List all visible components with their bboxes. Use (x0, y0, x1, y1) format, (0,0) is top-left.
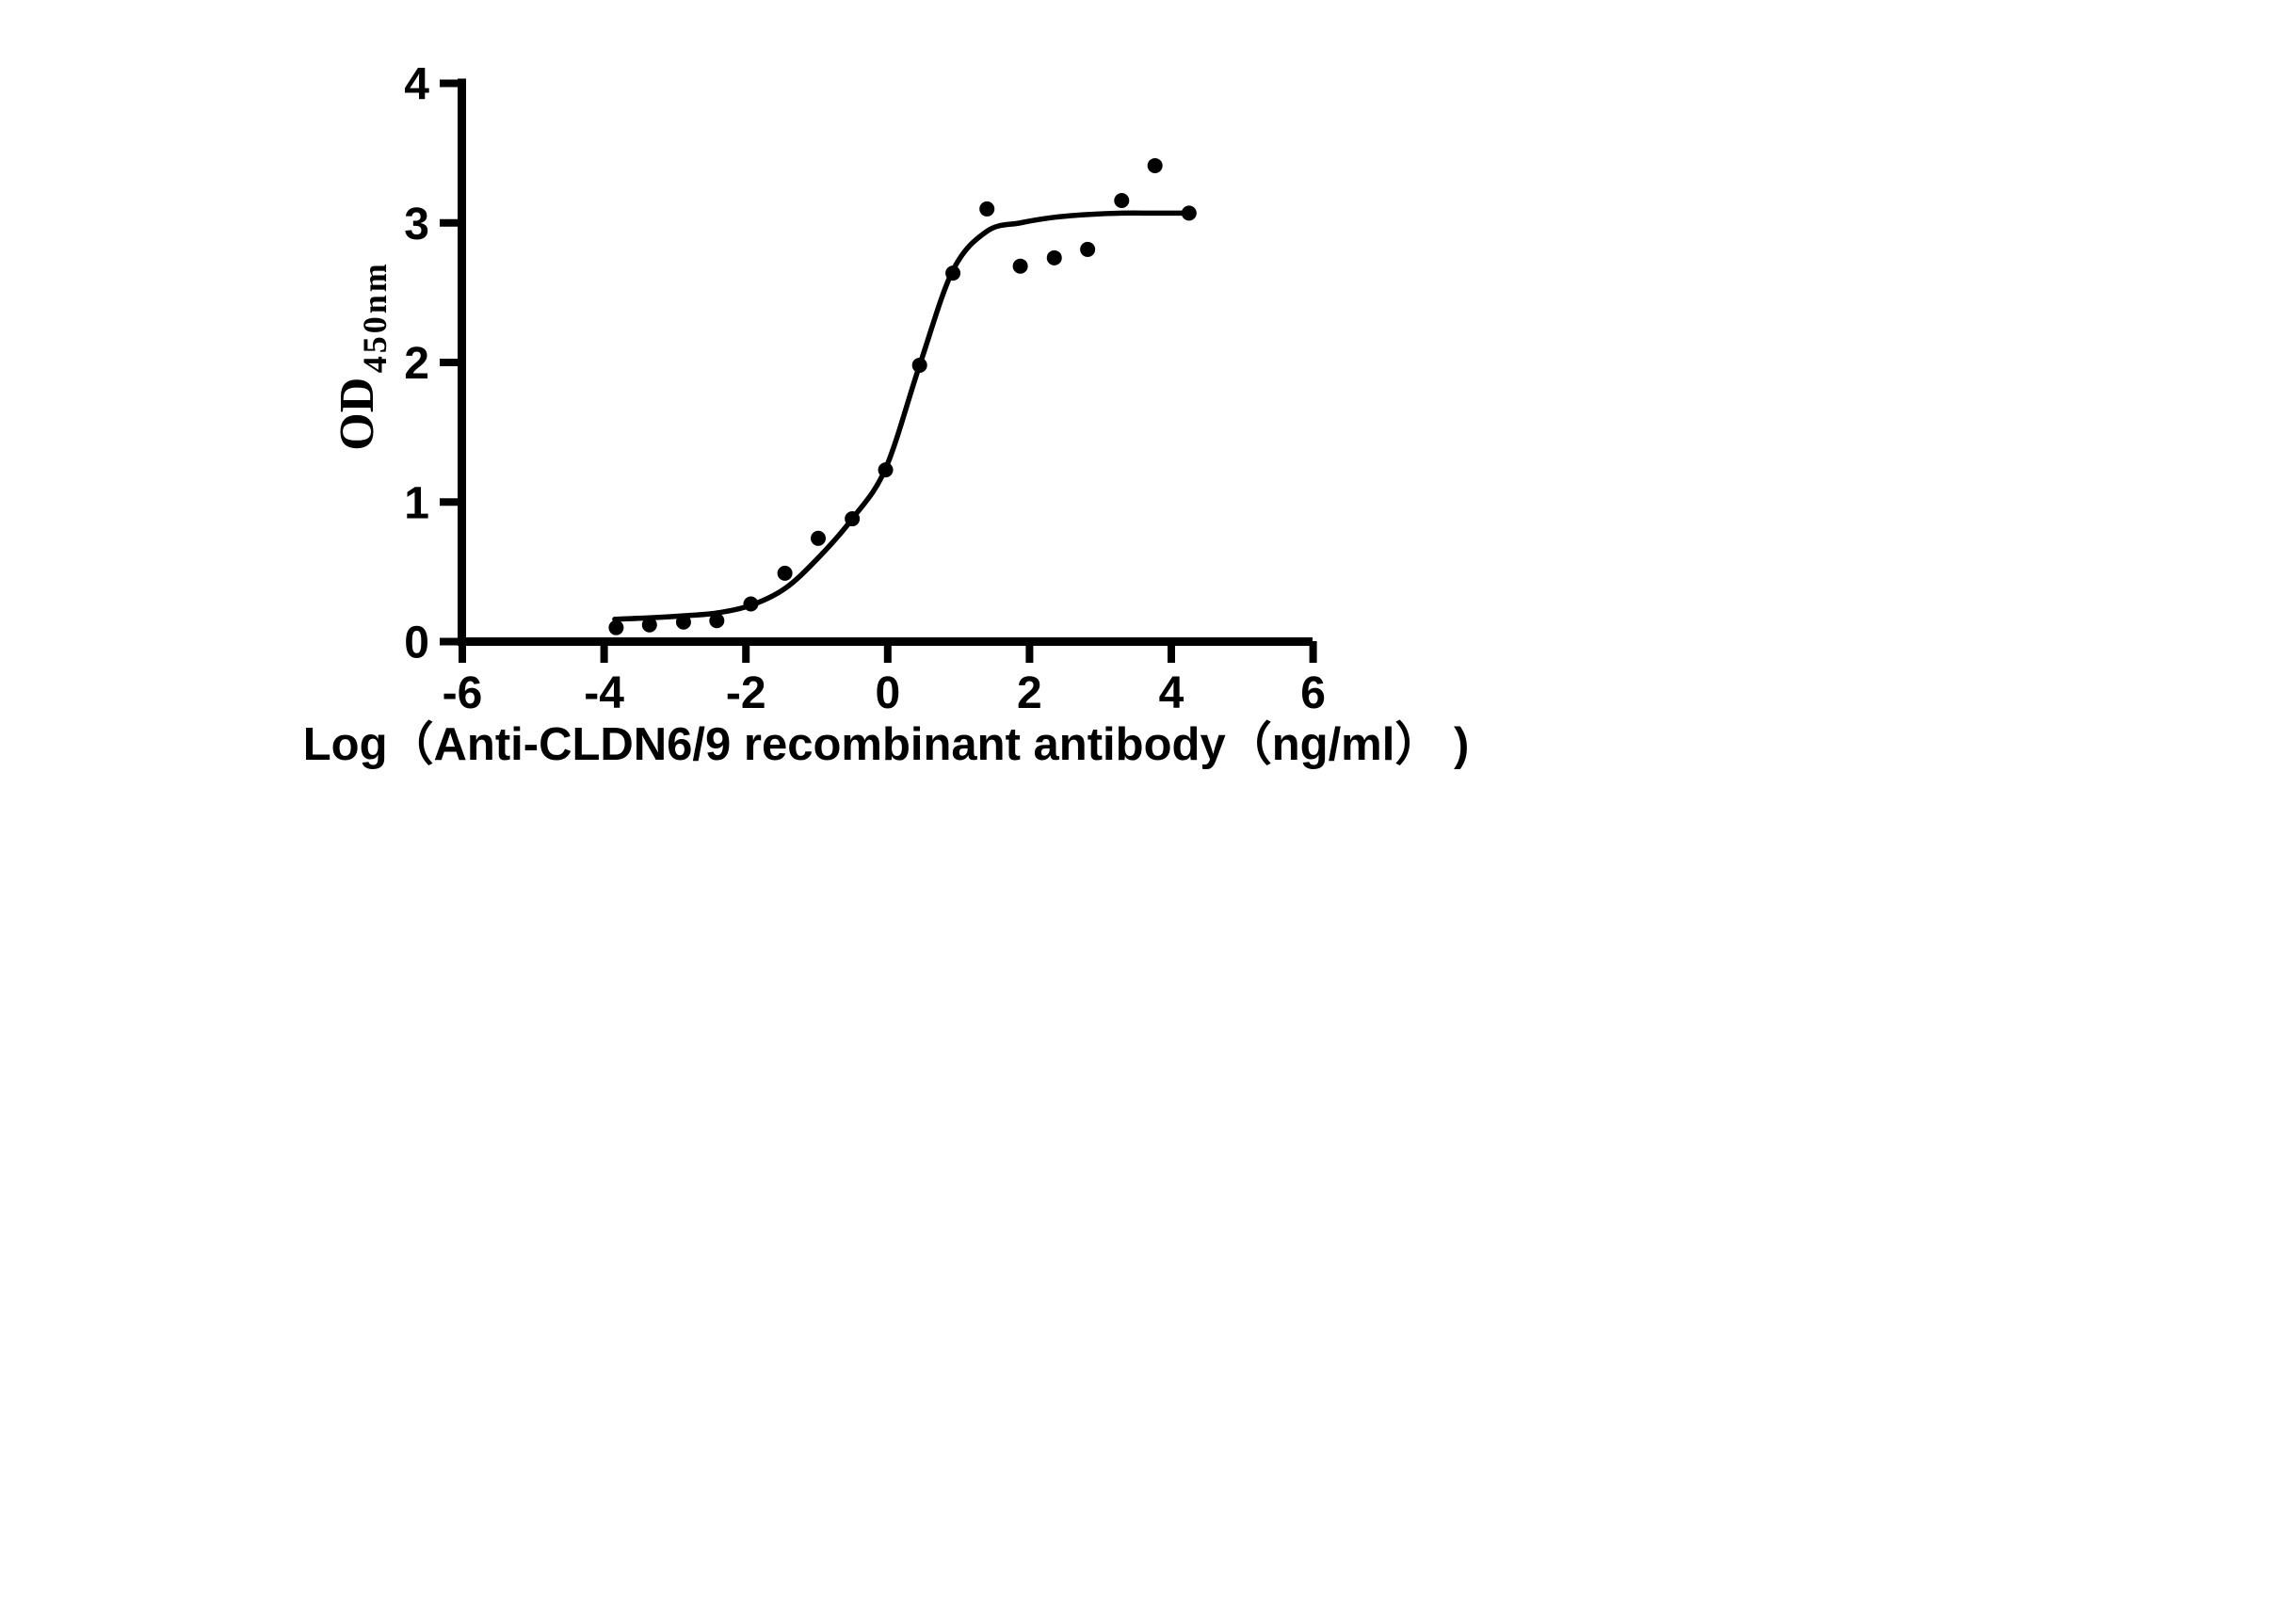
y-tick-label: 1 (404, 478, 429, 528)
data-point (641, 617, 657, 633)
data-point (1114, 193, 1130, 209)
data-point (709, 613, 725, 629)
y-tick-label: 2 (404, 339, 429, 389)
data-point (878, 462, 894, 478)
x-tick-label: 2 (1017, 668, 1042, 718)
data-point (743, 596, 759, 612)
data-point (1012, 258, 1028, 274)
data-point (675, 614, 691, 630)
data-point (1046, 249, 1062, 265)
x-tick-label: -4 (584, 668, 624, 718)
data-point (608, 619, 624, 635)
data-point (979, 201, 995, 217)
data-point (1147, 157, 1163, 173)
data-point (945, 265, 961, 281)
y-axis-title-main: OD (330, 378, 384, 451)
x-axis-tick-labels: -6 -4 -2 0 2 4 6 (443, 668, 1326, 718)
data-point (811, 530, 827, 546)
x-tick-label: -6 (443, 668, 483, 718)
data-point (845, 511, 861, 527)
y-axis-tick-labels: 0 1 2 3 4 (404, 60, 429, 668)
data-point (1080, 241, 1096, 257)
y-tick-label: 3 (404, 200, 429, 249)
x-tick-label: 0 (875, 668, 900, 718)
fitted-sigmoid-curve (612, 210, 1192, 622)
x-tick-label: 4 (1159, 668, 1184, 718)
x-axis-title: Log（Anti-CLDN6/9 recombinant antibody（ng… (303, 719, 1470, 770)
y-tick-label: 0 (404, 619, 429, 668)
y-tick-label: 4 (404, 60, 429, 110)
data-point (1181, 205, 1197, 221)
y-axis-title: OD 450nm (330, 261, 394, 450)
x-tick-label: 6 (1300, 668, 1326, 718)
data-point (777, 565, 793, 581)
x-tick-label: -2 (726, 668, 766, 718)
data-point (911, 357, 927, 373)
y-axis-title-subscript: 450nm (356, 261, 394, 373)
data-points-group (608, 157, 1197, 635)
